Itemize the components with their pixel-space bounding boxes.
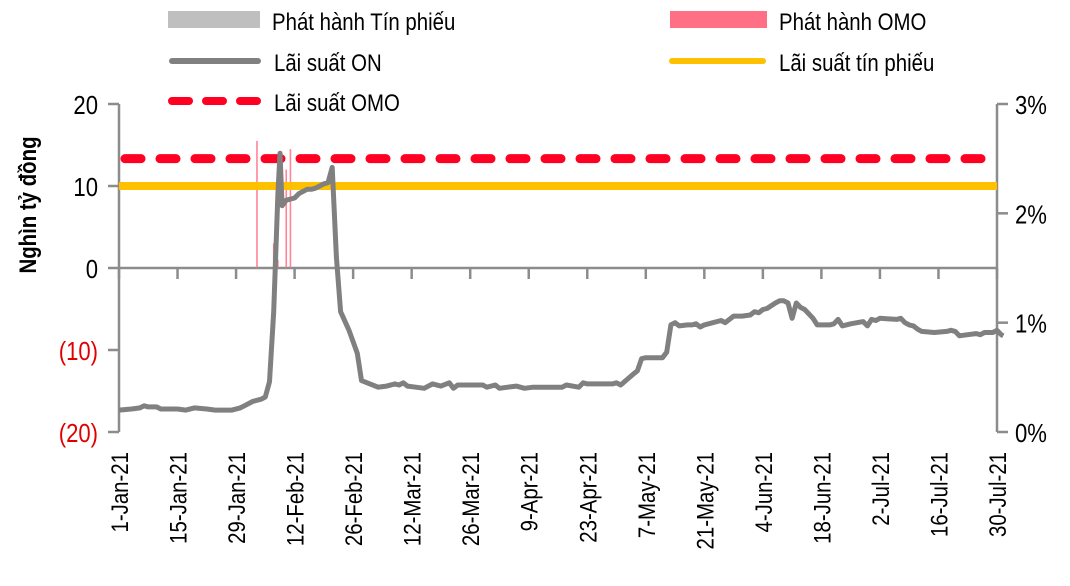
x-axis-label: 16-Jul-21: [926, 452, 953, 537]
left-axis-label: (10): [59, 337, 98, 366]
legend-item: Lãi suất ON: [169, 49, 382, 76]
x-axis-label: 26-Mar-21: [458, 452, 485, 546]
issuance-bar: [289, 149, 292, 268]
left-axis-label: 0: [86, 255, 98, 284]
x-axis-label: 23-Apr-21: [575, 452, 602, 543]
x-axis-label: 12-Mar-21: [399, 452, 426, 546]
issuance-bar: [256, 140, 258, 268]
legend-label: Lãi suất tín phiếu: [779, 49, 934, 76]
right-axis-label: 3%: [1015, 91, 1047, 120]
legend-swatch: [670, 11, 767, 28]
x-axis-label: 12-Feb-21: [282, 452, 309, 546]
legend-item: Lãi suất tín phiếu: [669, 49, 934, 76]
legend-swatch: [168, 11, 260, 28]
legend-label: Phát hành Tín phiếu: [272, 8, 455, 35]
legend-label: Lãi suất ON: [274, 49, 382, 76]
axis-labels: 20 10 0 (10) (20) 3% 2% 1% 0% Nghìn tỷ đồng 1-Jan-…: [14, 91, 1046, 549]
x-axis-label: 7-May-21: [633, 452, 660, 538]
axes: [108, 102, 1008, 434]
legend-label: Phát hành OMO: [779, 8, 926, 35]
x-axis-label: 15-Jan-21: [165, 452, 192, 544]
x-axis-label: 29-Jan-21: [224, 452, 251, 544]
x-axis-label: 18-Jun-21: [809, 452, 836, 544]
right-axis-label: 2%: [1015, 201, 1047, 230]
left-axis-label: 10: [73, 173, 98, 202]
legend-item: Lãi suất OMO: [168, 89, 400, 116]
legend-item: Phát hành Tín phiếu: [168, 8, 455, 35]
legend-item: Phát hành OMO: [670, 8, 926, 35]
x-axis-label: 1-Jan-21: [106, 452, 133, 533]
right-axis-label: 1%: [1015, 310, 1047, 339]
x-axis-label: 21-May-21: [692, 452, 719, 549]
left-axis-label: 20: [73, 91, 98, 120]
legend-label: Lãi suất OMO: [274, 89, 400, 116]
issuance-bar: [285, 169, 288, 268]
x-axis-label: 4-Jun-21: [750, 452, 777, 533]
x-axis-label: 30-Jul-21: [984, 452, 1011, 537]
x-axis-label: 2-Jul-21: [867, 452, 894, 526]
on-rate-line: [118, 150, 1005, 413]
x-axis-label: 9-Apr-21: [516, 452, 543, 531]
series-lines: [118, 150, 1005, 413]
legend: Phát hành Tín phiếu Phát hành OMO Lãi suất…: [168, 8, 934, 116]
left-axis-label: (20): [59, 419, 98, 448]
y-axis-title: Nghìn tỷ đồng: [14, 136, 41, 273]
right-axis-label: 0%: [1015, 419, 1047, 448]
x-axis-label: 26-Feb-21: [341, 452, 368, 546]
